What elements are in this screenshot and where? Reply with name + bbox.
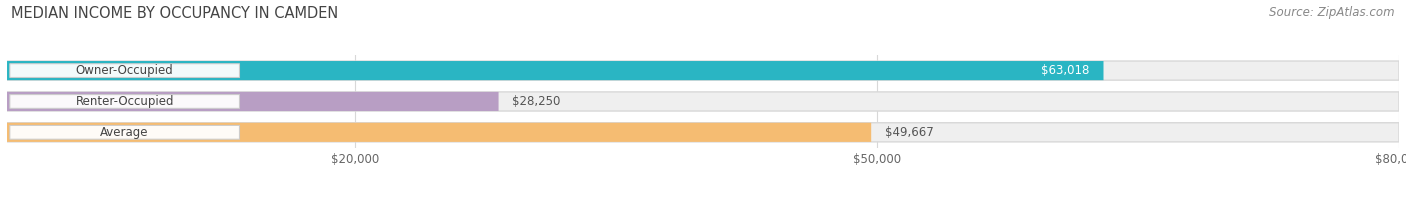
FancyBboxPatch shape [10, 125, 239, 139]
FancyBboxPatch shape [10, 64, 239, 77]
Text: Owner-Occupied: Owner-Occupied [76, 64, 173, 77]
FancyBboxPatch shape [10, 95, 239, 108]
Text: $63,018: $63,018 [1042, 64, 1090, 77]
FancyBboxPatch shape [7, 61, 1104, 80]
FancyBboxPatch shape [7, 92, 1399, 111]
FancyBboxPatch shape [7, 123, 1399, 142]
FancyBboxPatch shape [7, 92, 499, 111]
Text: MEDIAN INCOME BY OCCUPANCY IN CAMDEN: MEDIAN INCOME BY OCCUPANCY IN CAMDEN [11, 6, 339, 21]
Text: Source: ZipAtlas.com: Source: ZipAtlas.com [1270, 6, 1395, 19]
Text: Average: Average [100, 126, 149, 139]
FancyBboxPatch shape [7, 123, 872, 142]
Text: $49,667: $49,667 [886, 126, 934, 139]
FancyBboxPatch shape [7, 61, 1399, 80]
Text: $28,250: $28,250 [512, 95, 561, 108]
Text: Renter-Occupied: Renter-Occupied [76, 95, 174, 108]
